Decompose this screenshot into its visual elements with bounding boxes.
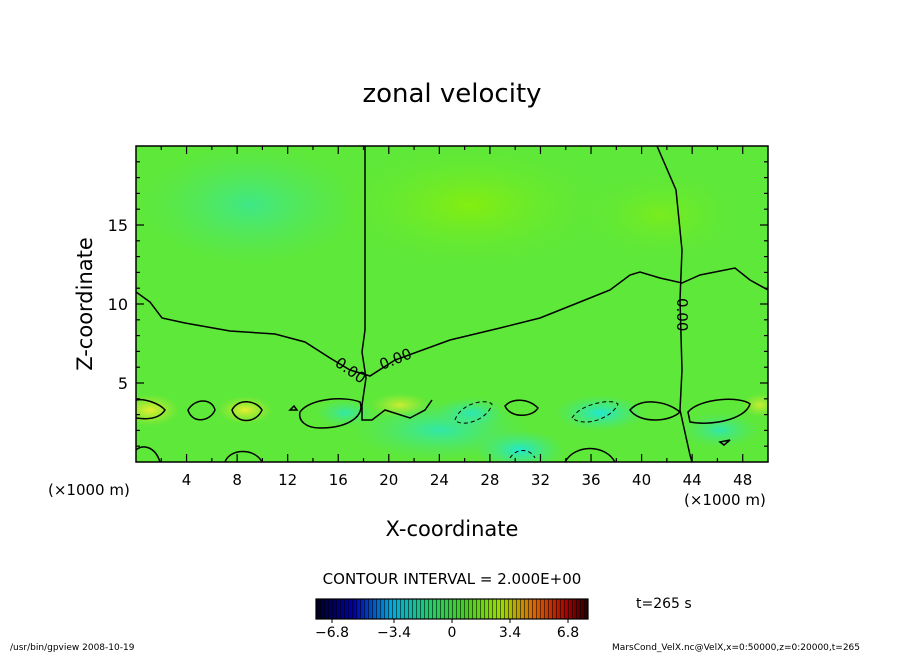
colorbar-tick-label: −6.8 xyxy=(315,625,349,641)
y-axis-label: Z-coordinate xyxy=(73,237,97,371)
y-axis-ticks: 5 10 15 xyxy=(108,161,768,447)
x-tick-label: 48 xyxy=(733,471,752,489)
x-unit-label-right: (×1000 m) xyxy=(684,491,766,509)
x-tick-label: 44 xyxy=(683,471,702,489)
colorbar-tick-label: 0 xyxy=(448,625,457,641)
x-tick-label: 40 xyxy=(632,471,651,489)
colorbar-tick-label: −3.4 xyxy=(377,625,411,641)
x-unit-label-left: (×1000 m) xyxy=(48,481,130,499)
colorbar-ticks: −6.8 −3.4 0 3.4 6.8 xyxy=(315,619,579,641)
x-tick-label: 20 xyxy=(379,471,398,489)
contour-lines xyxy=(136,146,768,462)
contour-label-3: 0.00 xyxy=(673,298,691,331)
x-axis-label: X-coordinate xyxy=(386,517,519,541)
footer-right: MarsCond_VelX.nc@VelX,x=0:50000,z=0:2000… xyxy=(612,643,860,653)
heatmap-field: 0.00 0.00 0.00 xyxy=(136,146,768,462)
colorbar-tick-label: 6.8 xyxy=(557,625,579,641)
x-tick-label: 16 xyxy=(329,471,348,489)
time-label: t=265 s xyxy=(636,596,692,612)
x-tick-label: 36 xyxy=(581,471,600,489)
colorbar-stripes xyxy=(316,599,588,619)
y-tick-label: 5 xyxy=(118,374,128,393)
contour-interval-text: CONTOUR INTERVAL = 2.000E+00 xyxy=(323,570,582,588)
x-tick-label: 28 xyxy=(480,471,499,489)
x-tick-label: 12 xyxy=(278,471,297,489)
colorbar-tick-label: 3.4 xyxy=(499,625,521,641)
x-tick-label: 24 xyxy=(430,471,449,489)
chart-title: zonal velocity xyxy=(362,79,541,109)
colorbar: −6.8 −3.4 0 3.4 6.8 xyxy=(315,598,589,641)
y-tick-label: 15 xyxy=(108,216,128,235)
x-tick-label: 32 xyxy=(531,471,550,489)
y-tick-label: 10 xyxy=(108,295,128,314)
negative-contours xyxy=(454,401,619,459)
footer-left: /usr/bin/gpview 2008-10-19 xyxy=(10,643,135,653)
x-tick-label: 4 xyxy=(182,471,192,489)
x-tick-label: 8 xyxy=(232,471,242,489)
x-axis-ticks: 4 8 12 16 20 24 28 32 36 40 44 48 xyxy=(160,146,752,489)
